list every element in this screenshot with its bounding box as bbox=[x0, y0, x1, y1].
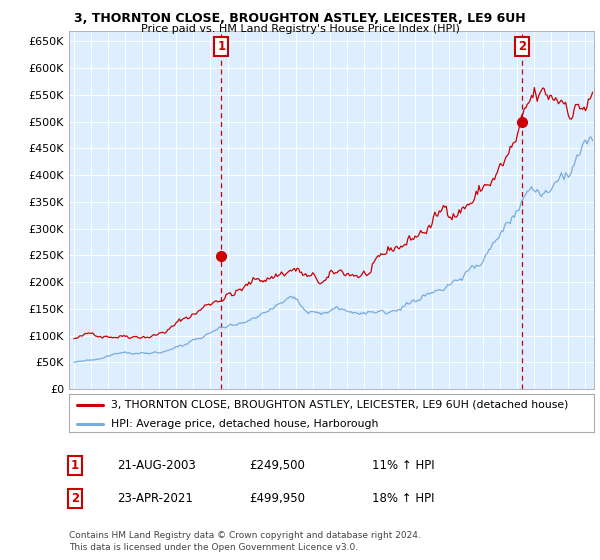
Text: 11% ↑ HPI: 11% ↑ HPI bbox=[372, 459, 434, 473]
Text: 2: 2 bbox=[518, 40, 526, 53]
Text: 23-APR-2021: 23-APR-2021 bbox=[117, 492, 193, 505]
Text: £249,500: £249,500 bbox=[249, 459, 305, 473]
Text: £499,950: £499,950 bbox=[249, 492, 305, 505]
Text: 3, THORNTON CLOSE, BROUGHTON ASTLEY, LEICESTER, LE9 6UH (detached house): 3, THORNTON CLOSE, BROUGHTON ASTLEY, LEI… bbox=[111, 400, 568, 410]
Text: Price paid vs. HM Land Registry's House Price Index (HPI): Price paid vs. HM Land Registry's House … bbox=[140, 24, 460, 34]
Text: 3, THORNTON CLOSE, BROUGHTON ASTLEY, LEICESTER, LE9 6UH: 3, THORNTON CLOSE, BROUGHTON ASTLEY, LEI… bbox=[74, 12, 526, 25]
Text: HPI: Average price, detached house, Harborough: HPI: Average price, detached house, Harb… bbox=[111, 419, 379, 429]
Text: Contains HM Land Registry data © Crown copyright and database right 2024.
This d: Contains HM Land Registry data © Crown c… bbox=[69, 531, 421, 552]
Text: 1: 1 bbox=[217, 40, 226, 53]
Text: 18% ↑ HPI: 18% ↑ HPI bbox=[372, 492, 434, 505]
Text: 21-AUG-2003: 21-AUG-2003 bbox=[117, 459, 196, 473]
Text: 2: 2 bbox=[71, 492, 79, 505]
Text: 1: 1 bbox=[71, 459, 79, 473]
